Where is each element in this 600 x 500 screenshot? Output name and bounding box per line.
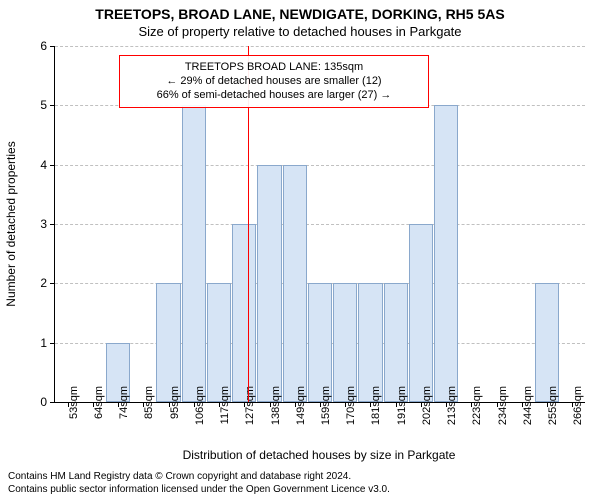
histogram-bar bbox=[308, 283, 332, 402]
histogram-bar bbox=[384, 283, 408, 402]
histogram-bar bbox=[358, 283, 382, 402]
ytick-label: 4 bbox=[29, 158, 47, 172]
xtick-label: 266sqm bbox=[572, 386, 584, 430]
gridline bbox=[55, 165, 585, 166]
chart-title-main: TREETOPS, BROAD LANE, NEWDIGATE, DORKING… bbox=[0, 6, 600, 22]
xtick-label: 202sqm bbox=[421, 386, 433, 430]
xtick-label: 117sqm bbox=[219, 386, 231, 430]
xtick-label: 127sqm bbox=[244, 386, 256, 430]
ytick-label: 5 bbox=[29, 98, 47, 112]
xtick-label: 234sqm bbox=[497, 386, 509, 430]
xtick-label: 244sqm bbox=[522, 386, 534, 430]
xtick-label: 159sqm bbox=[320, 386, 332, 430]
footer-line-1: Contains HM Land Registry data © Crown c… bbox=[8, 471, 390, 484]
gridline bbox=[55, 46, 585, 47]
xtick-label: 138sqm bbox=[270, 386, 282, 430]
histogram-bar bbox=[156, 283, 180, 402]
xtick-label: 106sqm bbox=[194, 386, 206, 430]
gridline bbox=[55, 224, 585, 225]
xtick-label: 149sqm bbox=[295, 386, 307, 430]
histogram-bar bbox=[207, 283, 231, 402]
xtick-label: 64sqm bbox=[93, 386, 105, 430]
info-box: TREETOPS BROAD LANE: 135sqm← 29% of deta… bbox=[119, 55, 430, 108]
info-box-line2: ← 29% of detached houses are smaller (12… bbox=[126, 74, 423, 88]
xtick-label: 95sqm bbox=[169, 386, 181, 430]
chart-plot-area: 012345653sqm64sqm74sqm85sqm95sqm106sqm11… bbox=[54, 46, 585, 403]
ytick-label: 0 bbox=[29, 395, 47, 409]
footer-line-2: Contains public sector information licen… bbox=[8, 484, 390, 497]
xtick-label: 255sqm bbox=[547, 386, 559, 430]
histogram-bar bbox=[409, 224, 433, 402]
ytick-label: 1 bbox=[29, 336, 47, 350]
xtick-label: 191sqm bbox=[396, 386, 408, 430]
ytick-mark bbox=[50, 105, 55, 106]
xtick-label: 53sqm bbox=[68, 386, 80, 430]
histogram-bar bbox=[182, 105, 206, 402]
ytick-mark bbox=[50, 224, 55, 225]
ytick-mark bbox=[50, 402, 55, 403]
xtick-label: 85sqm bbox=[143, 386, 155, 430]
info-box-line3: 66% of semi-detached houses are larger (… bbox=[126, 88, 423, 102]
footer-attribution: Contains HM Land Registry data © Crown c… bbox=[8, 471, 390, 496]
xtick-label: 74sqm bbox=[118, 386, 130, 430]
histogram-bar bbox=[535, 283, 559, 402]
histogram-bar bbox=[434, 105, 458, 402]
histogram-bar bbox=[232, 224, 256, 402]
ytick-label: 3 bbox=[29, 217, 47, 231]
xtick-label: 213sqm bbox=[446, 386, 458, 430]
info-box-line1: TREETOPS BROAD LANE: 135sqm bbox=[126, 60, 423, 74]
ytick-mark bbox=[50, 165, 55, 166]
ytick-mark bbox=[50, 283, 55, 284]
histogram-bar bbox=[257, 165, 281, 402]
ytick-mark bbox=[50, 46, 55, 47]
histogram-bar bbox=[333, 283, 357, 402]
ytick-label: 2 bbox=[29, 276, 47, 290]
xtick-label: 170sqm bbox=[345, 386, 357, 430]
xtick-label: 181sqm bbox=[370, 386, 382, 430]
ytick-label: 6 bbox=[29, 39, 47, 53]
y-axis-label: Number of detached properties bbox=[4, 46, 20, 402]
histogram-bar bbox=[283, 165, 307, 402]
xtick-label: 223sqm bbox=[471, 386, 483, 430]
chart-title-sub: Size of property relative to detached ho… bbox=[0, 24, 600, 39]
ytick-mark bbox=[50, 343, 55, 344]
x-axis-label: Distribution of detached houses by size … bbox=[54, 448, 584, 462]
